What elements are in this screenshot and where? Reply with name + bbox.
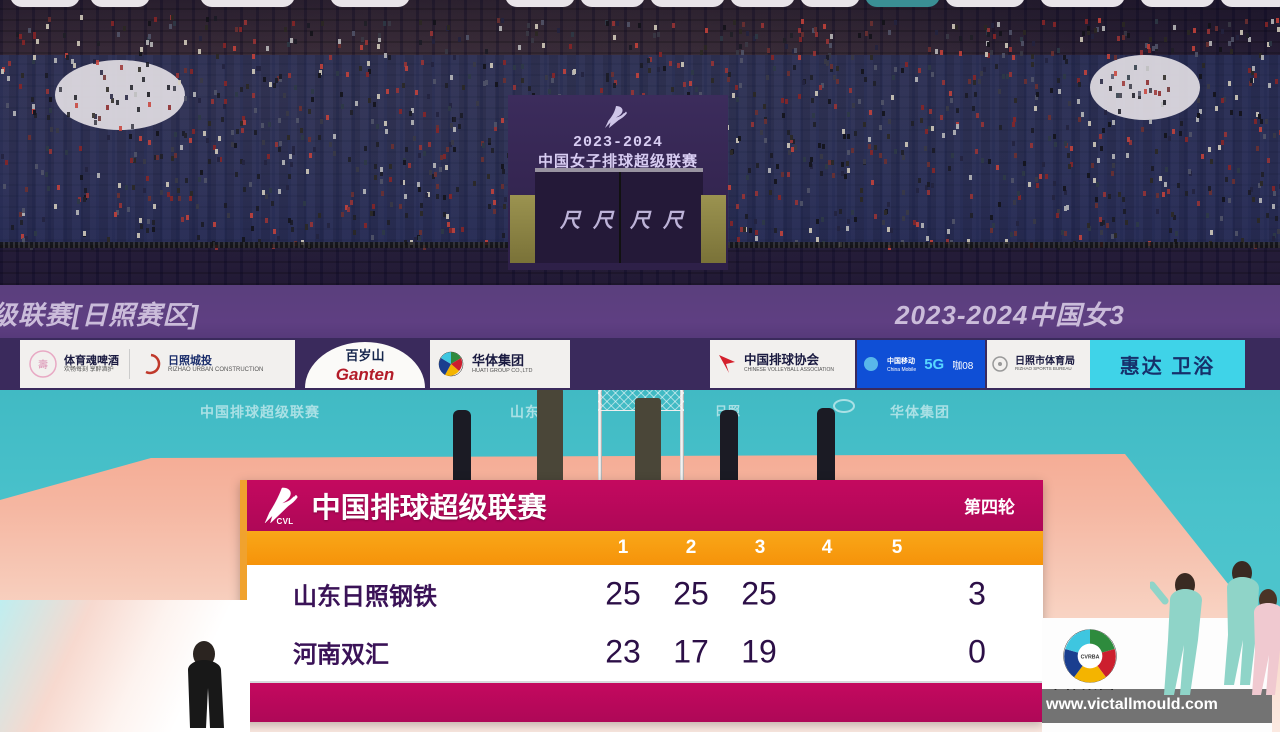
- svg-text:CVRBA: CVRBA: [1081, 655, 1100, 661]
- svg-text:Ganten: Ganten: [336, 365, 395, 384]
- svg-text:百岁山: 百岁山: [345, 348, 384, 363]
- svg-text:壽: 壽: [38, 358, 48, 371]
- svg-text:CVL: CVL: [277, 517, 294, 526]
